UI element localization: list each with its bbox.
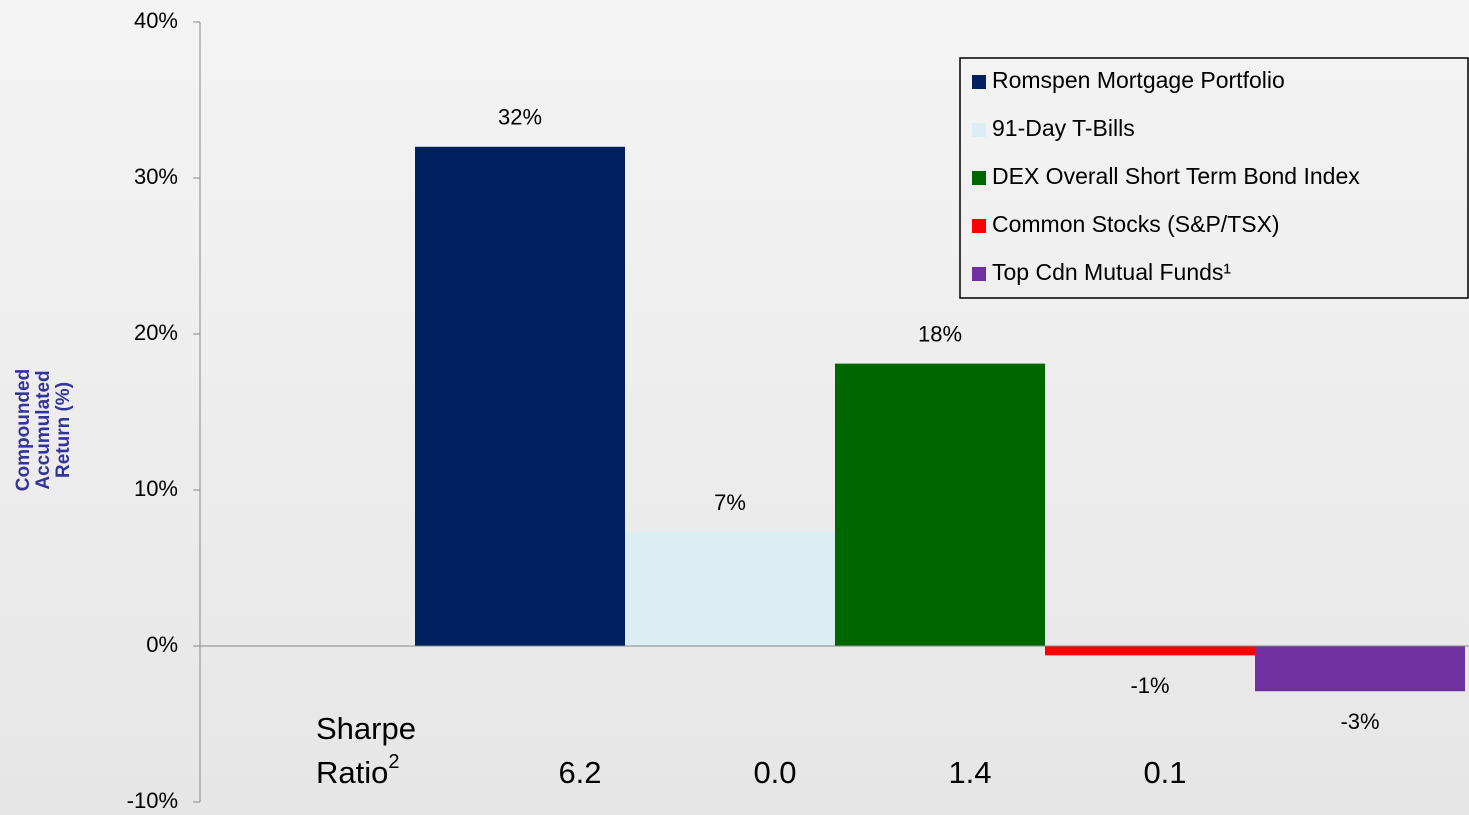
legend-label: DEX Overall Short Term Bond Index [992, 163, 1360, 189]
y-tick-label: 40% [134, 8, 178, 33]
legend-swatch [972, 219, 986, 233]
y-tick-label: 30% [134, 164, 178, 189]
data-label: -3% [1340, 709, 1379, 734]
data-label: 32% [498, 105, 542, 130]
sharpe-value: 0.0 [753, 755, 796, 790]
legend-label: Romspen Mortgage Portfolio [992, 67, 1285, 93]
legend-swatch [972, 75, 986, 89]
bar [835, 363, 1045, 646]
legend-swatch [972, 171, 986, 185]
sharpe-superscript: 2 [388, 751, 399, 773]
legend-label: 91-Day T-Bills [992, 115, 1135, 141]
legend-swatch [972, 123, 986, 137]
sharpe-value: 6.2 [558, 755, 601, 790]
y-tick-label: 20% [134, 320, 178, 345]
legend-box [959, 57, 1469, 299]
y-tick-label: -10% [127, 788, 178, 813]
legend-swatch [972, 267, 986, 281]
data-label: 18% [918, 321, 962, 346]
data-label: 7% [714, 490, 746, 515]
y-tick-label: 0% [146, 632, 178, 657]
sharpe-label: Sharpe [316, 711, 416, 746]
y-tick-label: 10% [134, 476, 178, 501]
data-label: -1% [1130, 673, 1169, 698]
legend-label: Common Stocks (S&P/TSX) [992, 211, 1280, 237]
sharpe-label: Ratio2 [316, 751, 400, 790]
sharpe-value: 0.1 [1143, 755, 1186, 790]
sharpe-value: 1.4 [948, 755, 991, 790]
y-axis-title: Compounded Accumulated Return (%) [13, 368, 74, 492]
bar [415, 146, 625, 647]
legend-label: Top Cdn Mutual Funds¹ [992, 259, 1231, 285]
bar [1255, 646, 1465, 692]
bar [1045, 646, 1255, 656]
bar [625, 532, 835, 646]
sharpe-label-line: Ratio [316, 755, 388, 790]
